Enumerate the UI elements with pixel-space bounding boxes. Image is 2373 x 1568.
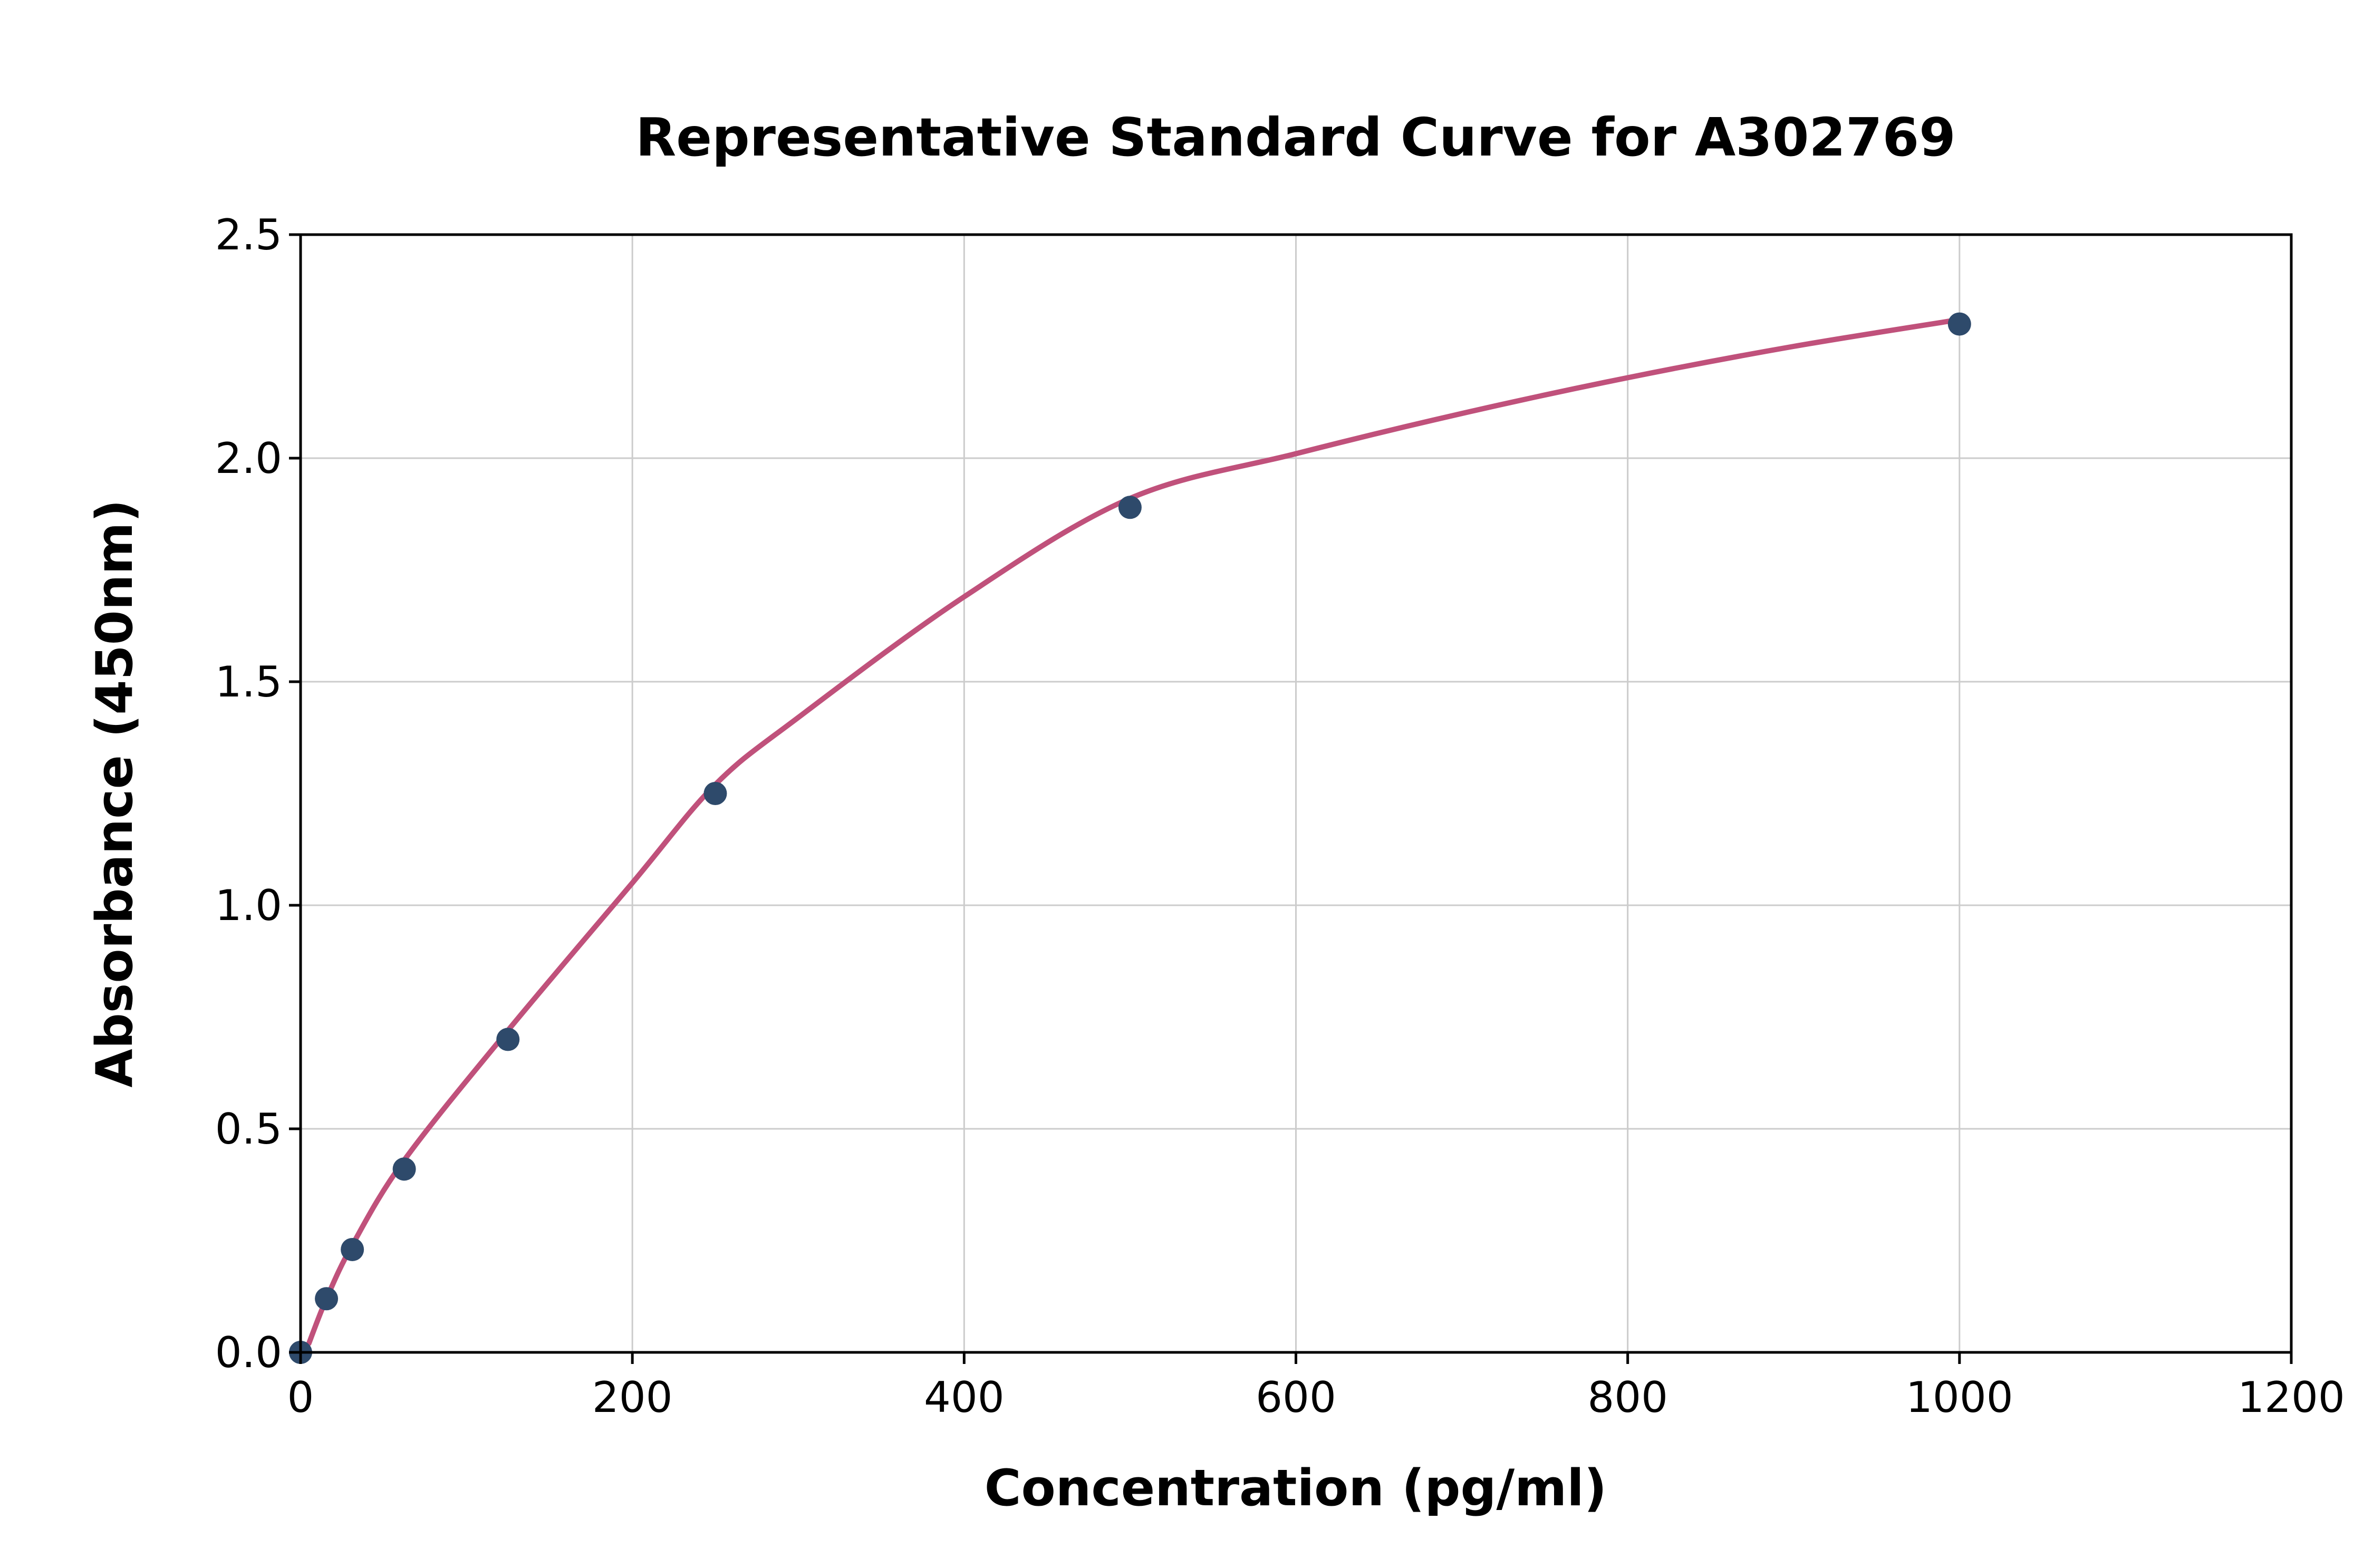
y-tick-label: 2.5	[215, 210, 282, 259]
data-point	[341, 1237, 364, 1261]
data-point	[315, 1287, 339, 1311]
tick-layer: 0 200 400 600 800 1000 1200 0.0 0.5 1.0 1.5 2.0 2.5	[215, 210, 2345, 1422]
y-tick-label: 0.5	[215, 1105, 282, 1154]
grid-layer	[300, 234, 2292, 1353]
y-axis-label: Absorbance (450nm)	[86, 499, 144, 1088]
x-tick-label: 800	[1587, 1373, 1668, 1422]
x-tick-label: 0	[287, 1373, 314, 1422]
x-tick-label: 600	[1256, 1373, 1336, 1422]
x-axis-label: Concentration (pg/ml)	[985, 1459, 1607, 1517]
data-point	[496, 1028, 520, 1051]
data-point	[1118, 496, 1142, 519]
fit-curve	[306, 317, 1962, 1347]
y-tick-label: 1.0	[215, 881, 282, 930]
chart-title: Representative Standard Curve for A30276…	[635, 107, 1955, 168]
data-point	[1947, 312, 1971, 336]
x-tick-label: 400	[924, 1373, 1005, 1422]
x-tick-label: 1000	[1906, 1373, 2013, 1422]
x-tick-label: 200	[592, 1373, 673, 1422]
plot-border	[299, 233, 2293, 1354]
y-tick-label: 0.0	[215, 1328, 282, 1377]
data-point	[392, 1157, 416, 1181]
x-tick-label: 1200	[2237, 1373, 2345, 1422]
y-tick-label: 2.0	[215, 434, 282, 483]
data-point	[703, 782, 727, 805]
y-tick-label: 1.5	[215, 657, 282, 706]
series-layer	[289, 312, 1971, 1364]
